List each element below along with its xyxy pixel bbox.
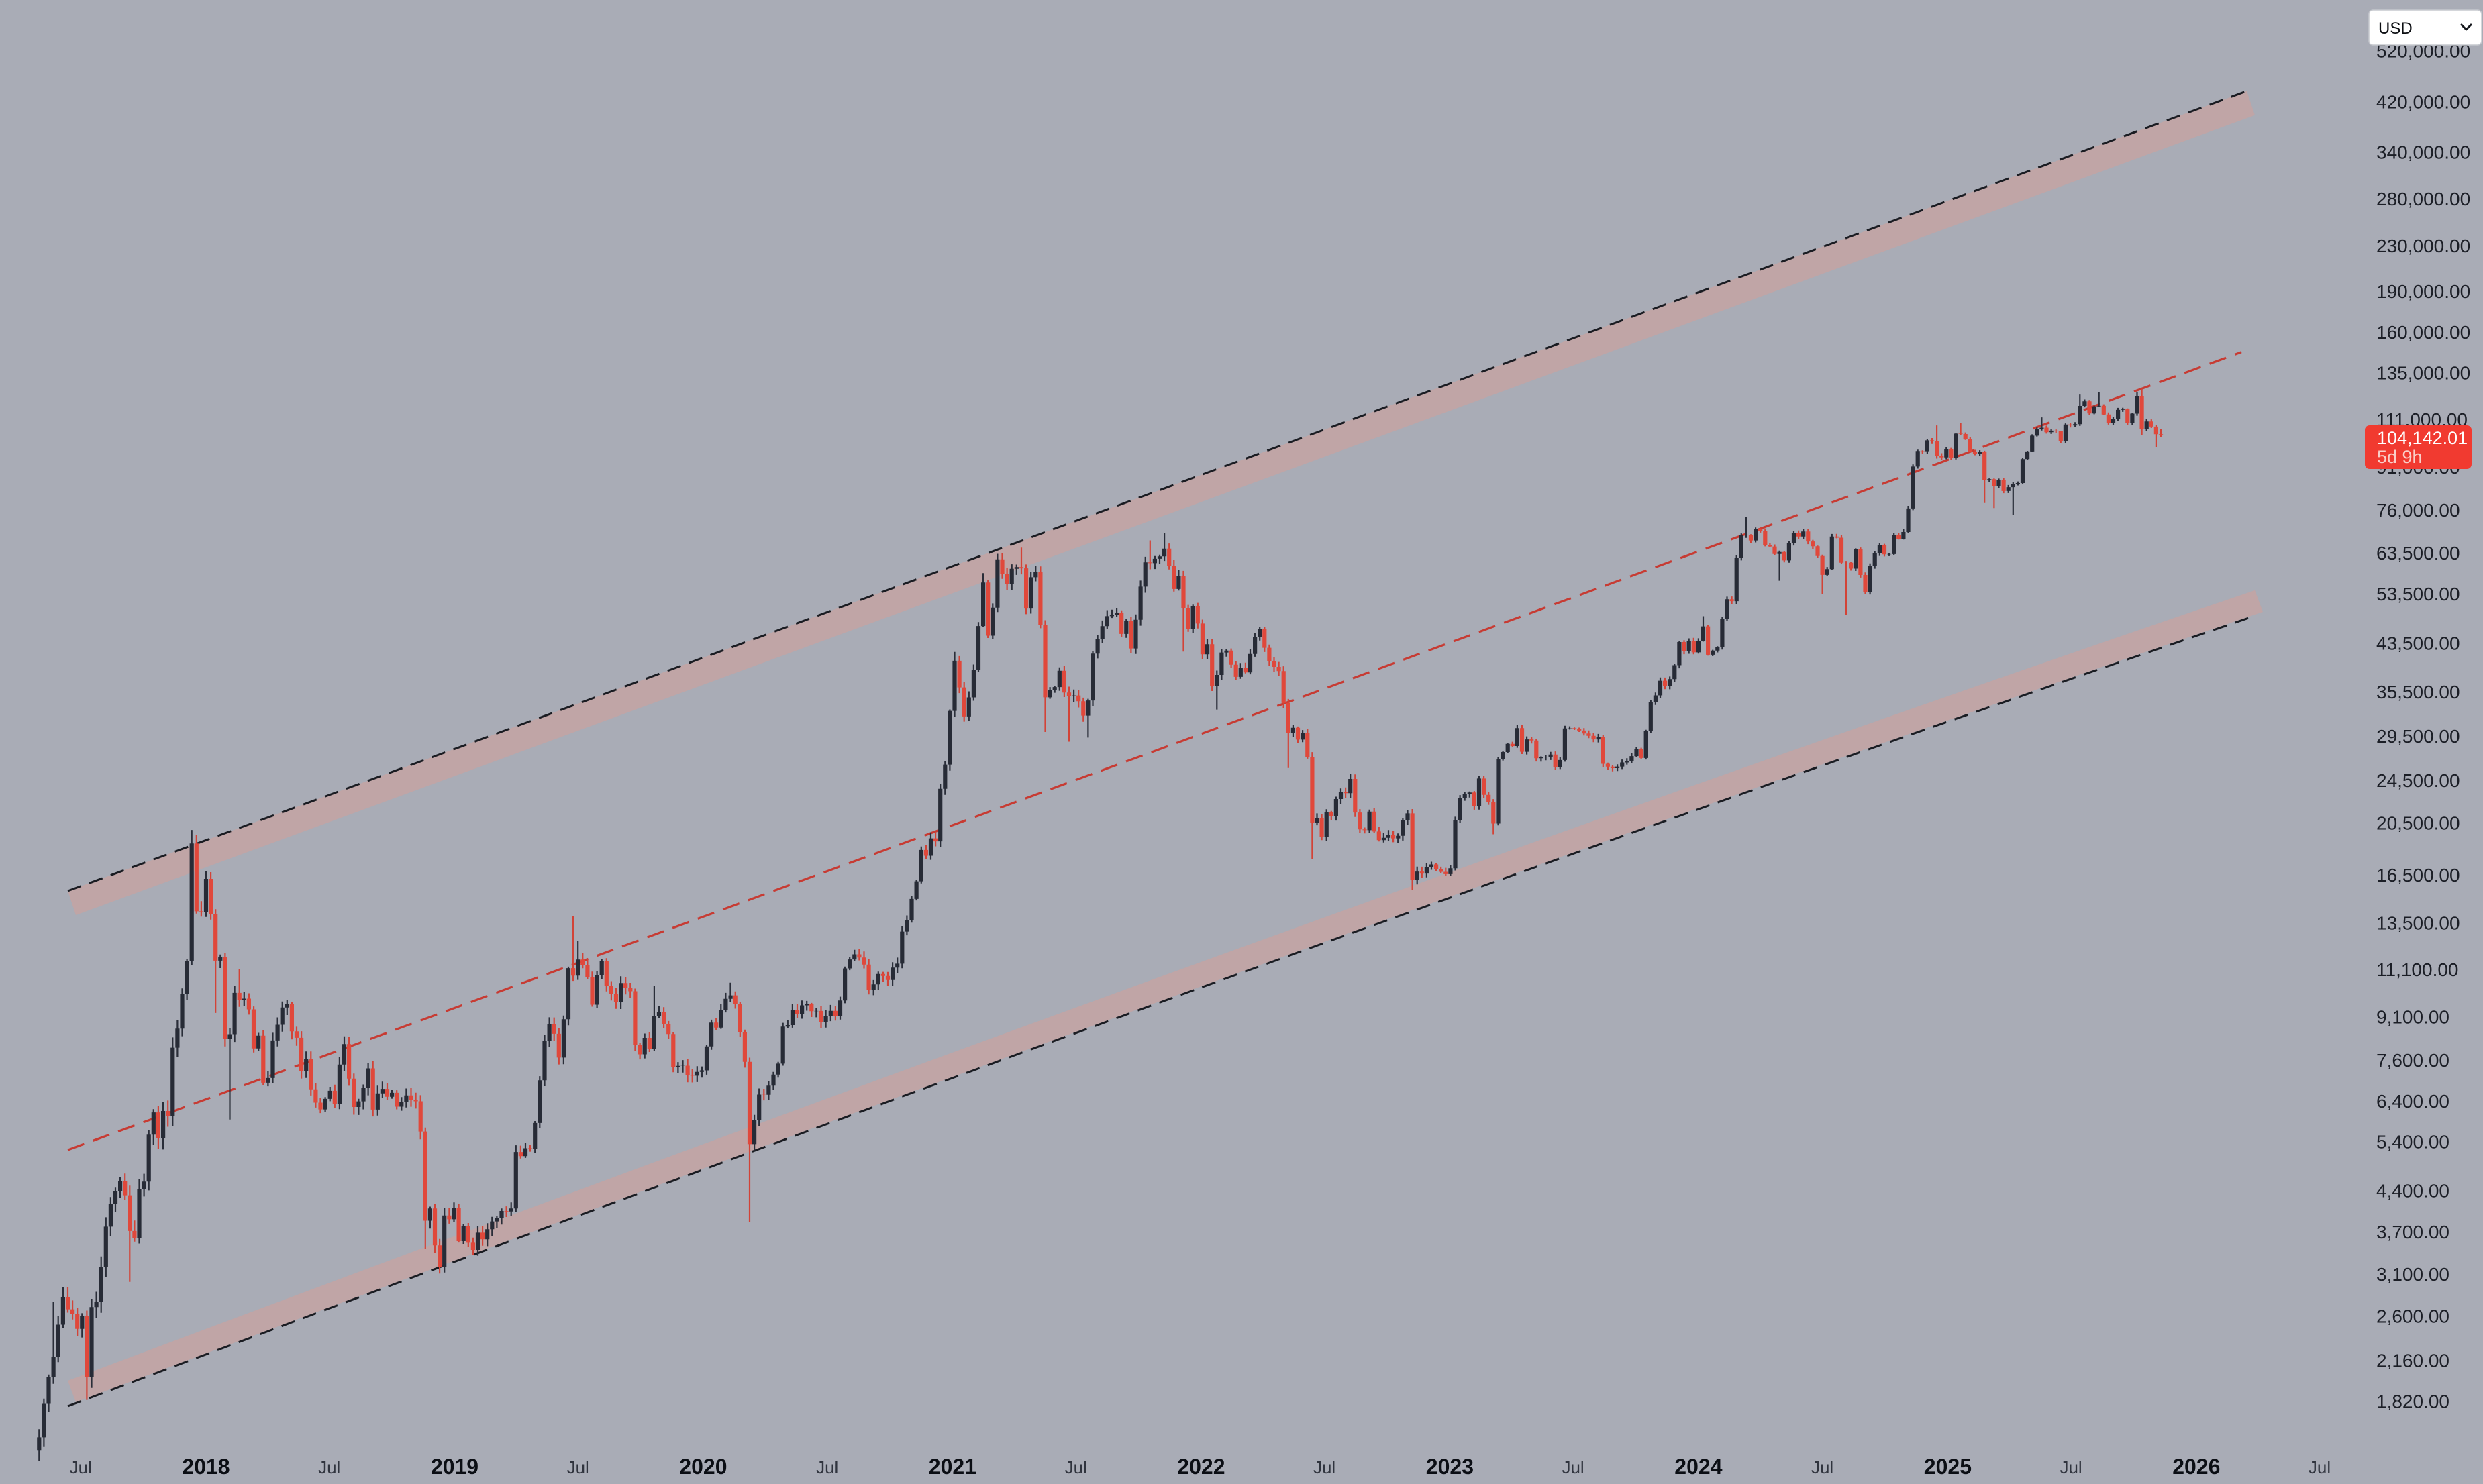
svg-text:2021: 2021 — [929, 1454, 976, 1479]
svg-text:3,100.00: 3,100.00 — [2376, 1264, 2449, 1285]
svg-text:Jul: Jul — [2060, 1457, 2082, 1477]
svg-text:2018: 2018 — [182, 1454, 230, 1479]
svg-text:4,400.00: 4,400.00 — [2376, 1180, 2449, 1201]
svg-text:2,160.00: 2,160.00 — [2376, 1350, 2449, 1371]
svg-text:190,000.00: 190,000.00 — [2376, 281, 2470, 302]
svg-text:135,000.00: 135,000.00 — [2376, 363, 2470, 384]
svg-text:Jul: Jul — [1562, 1457, 1584, 1477]
svg-text:20,500.00: 20,500.00 — [2376, 813, 2460, 834]
svg-text:6,400.00: 6,400.00 — [2376, 1091, 2449, 1112]
svg-text:2026: 2026 — [2172, 1454, 2220, 1479]
svg-text:5,400.00: 5,400.00 — [2376, 1132, 2449, 1153]
svg-text:420,000.00: 420,000.00 — [2376, 92, 2470, 113]
svg-text:Jul: Jul — [1811, 1457, 1833, 1477]
svg-text:2019: 2019 — [431, 1454, 478, 1479]
svg-text:2025: 2025 — [1924, 1454, 1972, 1479]
svg-text:53,500.00: 53,500.00 — [2376, 584, 2460, 604]
svg-text:230,000.00: 230,000.00 — [2376, 235, 2470, 256]
svg-text:340,000.00: 340,000.00 — [2376, 142, 2470, 163]
svg-text:Jul: Jul — [567, 1457, 589, 1477]
svg-text:Jul: Jul — [70, 1457, 92, 1477]
svg-text:Jul: Jul — [1065, 1457, 1087, 1477]
svg-text:24,500.00: 24,500.00 — [2376, 770, 2460, 791]
svg-text:2022: 2022 — [1177, 1454, 1225, 1479]
svg-text:5d 9h: 5d 9h — [2377, 447, 2423, 467]
svg-text:Jul: Jul — [1313, 1457, 1335, 1477]
svg-text:104,142.01: 104,142.01 — [2377, 428, 2468, 448]
svg-text:2024: 2024 — [1674, 1454, 1722, 1479]
svg-text:280,000.00: 280,000.00 — [2376, 189, 2470, 209]
svg-text:3,700.00: 3,700.00 — [2376, 1222, 2449, 1242]
svg-text:2,600.00: 2,600.00 — [2376, 1306, 2449, 1327]
svg-text:Jul: Jul — [318, 1457, 340, 1477]
svg-text:9,100.00: 9,100.00 — [2376, 1007, 2449, 1028]
svg-text:13,500.00: 13,500.00 — [2376, 912, 2460, 933]
svg-text:63,500.00: 63,500.00 — [2376, 543, 2460, 564]
svg-text:2020: 2020 — [679, 1454, 727, 1479]
svg-text:16,500.00: 16,500.00 — [2376, 865, 2460, 886]
svg-text:35,500.00: 35,500.00 — [2376, 682, 2460, 702]
svg-text:Jul: Jul — [816, 1457, 838, 1477]
svg-text:160,000.00: 160,000.00 — [2376, 322, 2470, 343]
svg-text:76,000.00: 76,000.00 — [2376, 500, 2460, 521]
svg-text:43,500.00: 43,500.00 — [2376, 633, 2460, 654]
svg-text:11,100.00: 11,100.00 — [2376, 959, 2459, 980]
svg-text:7,600.00: 7,600.00 — [2376, 1050, 2449, 1071]
svg-text:1,820.00: 1,820.00 — [2376, 1391, 2449, 1412]
svg-text:USD: USD — [2378, 19, 2413, 38]
svg-text:2023: 2023 — [1426, 1454, 1474, 1479]
svg-text:Jul: Jul — [2309, 1457, 2331, 1477]
svg-text:29,500.00: 29,500.00 — [2376, 726, 2460, 747]
